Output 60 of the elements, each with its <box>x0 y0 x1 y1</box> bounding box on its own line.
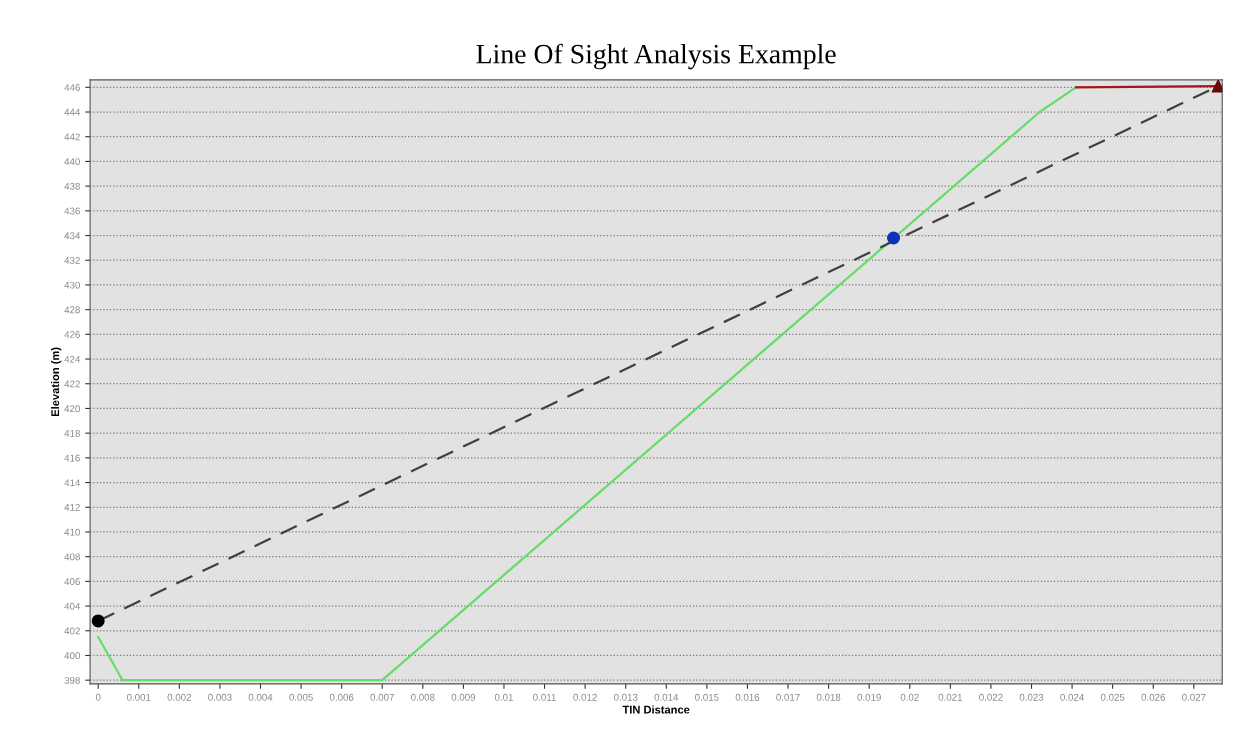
y-tick-label: 438 <box>64 182 80 190</box>
point <box>1211 79 1223 93</box>
x-tick-label: 0.027 <box>1182 693 1206 701</box>
y-tick-label: 444 <box>64 108 81 116</box>
y-tick-label: 446 <box>64 84 80 91</box>
x-axis-title: TIN Distance <box>622 705 690 714</box>
y-axis-title: Elevation (m) <box>50 347 62 417</box>
x-tick-label: 0 <box>95 693 101 701</box>
x-tick-label: 0.01 <box>494 693 513 701</box>
x-tick-label: 0.02 <box>900 693 919 701</box>
chart-title: Line Of Sight Analysis Example <box>476 43 836 70</box>
y-tick-label: 442 <box>64 133 80 141</box>
x-tick-label: 0.022 <box>979 693 1003 701</box>
x-tick-label: 0.012 <box>573 693 597 701</box>
x-tick-label: 0.013 <box>613 693 638 701</box>
y-tick-label: 434 <box>64 232 81 240</box>
x-tick-label: 0.014 <box>654 693 679 701</box>
line-series <box>97 86 1078 682</box>
x-tick-label: 0.026 <box>1141 693 1165 701</box>
x-tick-label: 0.009 <box>451 693 476 701</box>
y-tick-label: 400 <box>64 652 80 660</box>
y-tick-label: 422 <box>64 380 80 388</box>
y-tick-label: 436 <box>64 207 80 215</box>
x-tick-label: 0.008 <box>411 693 435 701</box>
x-tick-label: 0.004 <box>248 693 273 701</box>
x-tick-label: 0.011 <box>533 693 556 701</box>
y-tick-label: 410 <box>64 528 80 536</box>
y-tick-label: 440 <box>64 158 80 166</box>
x-tick-label: 0.016 <box>735 693 760 701</box>
y-tick-label: 412 <box>64 504 80 511</box>
x-tick-label: 0.019 <box>857 693 881 701</box>
x-tick-label: 0.023 <box>1019 693 1044 701</box>
y-tick-label: 432 <box>64 256 80 264</box>
x-tick-label: 0.001 <box>126 693 151 701</box>
x-tick-label: 0.015 <box>695 693 719 701</box>
x-tick-label: 0.024 <box>1060 693 1084 701</box>
y-tick-label: 428 <box>64 306 80 314</box>
y-tick-label: 424 <box>64 355 81 363</box>
x-tick-label: 0.006 <box>329 693 354 701</box>
x-tick-label: 0.025 <box>1100 693 1125 701</box>
y-tick-label: 408 <box>64 553 80 561</box>
y-tick-label: 430 <box>64 281 80 289</box>
x-tick-label: 0.007 <box>370 693 394 701</box>
y-tick-label: 418 <box>64 429 80 437</box>
y-tick-label: 404 <box>64 602 81 610</box>
y-tick-label: 398 <box>64 676 80 684</box>
x-tick-label: 0.005 <box>289 693 313 701</box>
point <box>91 614 105 628</box>
y-tick-label: 414 <box>64 479 81 487</box>
x-tick-label: 0.018 <box>816 693 841 701</box>
y-tick-label: 420 <box>64 405 80 413</box>
x-tick-label: 0.017 <box>776 693 800 701</box>
y-tick-label: 426 <box>64 331 80 338</box>
y-tick-label: 402 <box>64 627 80 635</box>
x-tick-label: 0.002 <box>167 693 192 701</box>
y-tick-label: 406 <box>64 578 80 585</box>
x-tick-label: 0.003 <box>208 693 232 701</box>
point <box>887 231 901 245</box>
y-tick-label: 416 <box>64 454 80 462</box>
x-tick-label: 0.021 <box>938 693 963 701</box>
